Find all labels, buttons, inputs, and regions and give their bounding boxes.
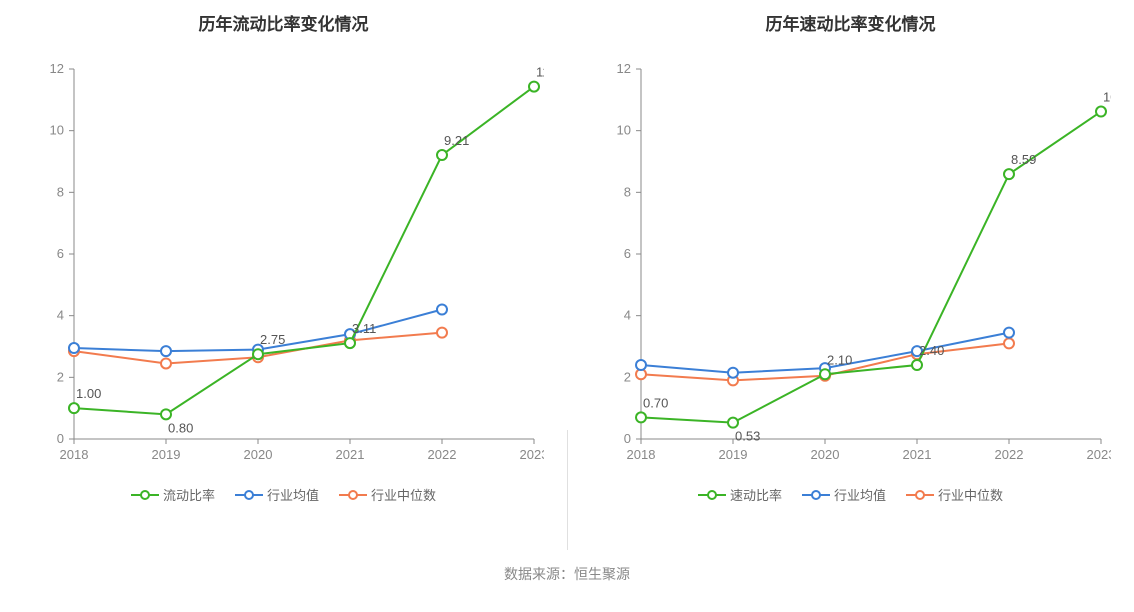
legend-swatch	[131, 488, 159, 502]
legend-item: 流动比率	[131, 485, 215, 504]
data-label: 10.62	[1103, 90, 1111, 105]
series-marker	[728, 418, 738, 428]
y-tick-label: 10	[49, 123, 63, 138]
left-chart-legend: 流动比率 行业均值 行业中位数	[0, 485, 567, 504]
legend-label: 速动比率	[730, 485, 782, 504]
panel-divider	[567, 430, 568, 550]
legend-item: 行业中位数	[906, 485, 1003, 504]
legend-swatch	[698, 488, 726, 502]
left-chart-svg: 0 2 4 6 8 10 12 2018 2019 2020 2021 2022 2023 1.00 0.8…	[24, 39, 544, 479]
x-tick-label: 2019	[151, 447, 180, 462]
y-tick-label: 2	[56, 369, 63, 384]
y-tick-label: 10	[616, 123, 630, 138]
y-tick-label: 4	[56, 308, 63, 323]
series-marker	[345, 338, 355, 348]
series-marker	[1004, 328, 1014, 338]
series-marker	[69, 403, 79, 413]
y-tick-label: 12	[616, 61, 630, 76]
data-label: 0.80	[168, 420, 193, 435]
data-label: 2.75	[260, 332, 285, 347]
x-tick-label: 2020	[243, 447, 272, 462]
series-marker	[912, 360, 922, 370]
y-tick-label: 8	[623, 184, 630, 199]
y-tick-label: 2	[623, 369, 630, 384]
data-label: 2.40	[919, 343, 944, 358]
series-marker	[161, 358, 171, 368]
legend-swatch	[802, 488, 830, 502]
legend-swatch	[339, 488, 367, 502]
legend-label: 行业中位数	[938, 485, 1003, 504]
y-tick-label: 0	[623, 431, 630, 446]
x-tick-label: 2021	[335, 447, 364, 462]
data-label: 0.70	[643, 395, 668, 410]
series-marker	[161, 409, 171, 419]
legend-item: 行业中位数	[339, 485, 436, 504]
series-marker	[529, 82, 539, 92]
data-label: 11.43	[536, 65, 544, 80]
y-tick-label: 6	[56, 246, 63, 261]
series-marker	[636, 360, 646, 370]
right-chart-svg: 0 2 4 6 8 10 12 2018 2019 2020 2021 2022 2023 0.70 0.5…	[591, 39, 1111, 479]
series-marker	[1004, 169, 1014, 179]
left-chart-panel: 历年流动比率变化情况 0 2 4 6 8 10 12 2018 2019 2020 2021 2022…	[0, 0, 567, 560]
x-tick-label: 2023	[519, 447, 543, 462]
data-label: 2.10	[827, 352, 852, 367]
data-label: 9.21	[444, 133, 469, 148]
right-chart-area: 0 2 4 6 8 10 12 2018 2019 2020 2021 2022 2023 0.70 0.5…	[591, 39, 1111, 479]
legend-label: 流动比率	[163, 485, 215, 504]
legend-item: 速动比率	[698, 485, 782, 504]
data-label: 1.00	[76, 386, 101, 401]
series-marker	[437, 305, 447, 315]
data-label: 0.53	[735, 429, 760, 444]
right-chart-legend: 速动比率 行业均值 行业中位数	[567, 485, 1134, 504]
x-tick-label: 2023	[1086, 447, 1110, 462]
data-source-footer: 数据来源：恒生聚源	[0, 560, 1134, 584]
series-marker	[253, 349, 263, 359]
series-marker	[820, 369, 830, 379]
legend-swatch	[235, 488, 263, 502]
legend-item: 行业均值	[235, 485, 319, 504]
left-chart-area: 0 2 4 6 8 10 12 2018 2019 2020 2021 2022 2023 1.00 0.8…	[24, 39, 544, 479]
legend-label: 行业均值	[267, 485, 319, 504]
y-tick-label: 12	[49, 61, 63, 76]
legend-label: 行业均值	[834, 485, 886, 504]
data-label: 3.11	[352, 321, 376, 336]
left-chart-title: 历年流动比率变化情况	[0, 0, 567, 39]
x-tick-label: 2018	[59, 447, 88, 462]
series-marker	[437, 150, 447, 160]
series-marker	[636, 412, 646, 422]
y-tick-label: 4	[623, 308, 630, 323]
page-container: 历年流动比率变化情况 0 2 4 6 8 10 12 2018 2019 2020 2021 2022…	[0, 0, 1134, 612]
x-tick-label: 2018	[626, 447, 655, 462]
series-marker	[161, 346, 171, 356]
y-tick-label: 6	[623, 246, 630, 261]
legend-swatch	[906, 488, 934, 502]
y-tick-label: 8	[56, 184, 63, 199]
data-label: 8.59	[1011, 152, 1036, 167]
series-marker	[69, 343, 79, 353]
x-tick-label: 2022	[994, 447, 1023, 462]
x-tick-label: 2020	[810, 447, 839, 462]
series-marker	[437, 328, 447, 338]
legend-item: 行业均值	[802, 485, 886, 504]
right-chart-title: 历年速动比率变化情况	[567, 0, 1134, 39]
right-chart-panel: 历年速动比率变化情况 0 2 4 6 8 10 12 2018 2019 2020 2021 2022…	[567, 0, 1134, 560]
x-tick-label: 2022	[427, 447, 456, 462]
x-tick-label: 2019	[718, 447, 747, 462]
legend-label: 行业中位数	[371, 485, 436, 504]
x-tick-label: 2021	[902, 447, 931, 462]
series-marker	[728, 368, 738, 378]
y-tick-label: 0	[56, 431, 63, 446]
series-marker	[1096, 107, 1106, 117]
series-marker	[1004, 338, 1014, 348]
